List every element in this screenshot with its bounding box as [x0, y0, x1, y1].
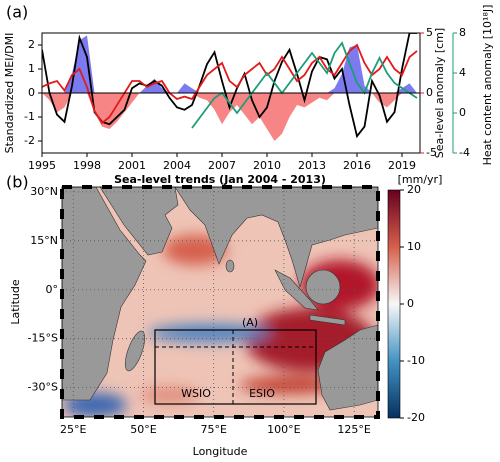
y-tick-label: -15°S	[28, 332, 58, 345]
y3-tick-label: 8	[459, 26, 466, 39]
plot-area	[42, 33, 418, 141]
x-tick-label: 2019	[388, 159, 416, 172]
x-tick-label: 100°E	[267, 423, 300, 436]
colorbar-tick-label: -20	[407, 411, 425, 424]
colorbar-label: [mm/yr]	[398, 173, 443, 186]
map-border	[61, 186, 379, 418]
land	[62, 187, 378, 411]
region-box	[154, 329, 317, 405]
x-tick-label: 50°E	[130, 423, 156, 436]
y3-tick-label: -4	[459, 146, 470, 159]
x-tick-label: 2007	[208, 159, 236, 172]
y2-tick-label: 0	[426, 86, 433, 99]
x-tick-label: 2010	[253, 159, 281, 172]
panel-label: (b)	[6, 173, 29, 192]
y-tick-label: 15°N	[30, 234, 58, 247]
x-tick-label: 2004	[163, 159, 191, 172]
y-tick-label: 2	[28, 38, 35, 51]
line	[42, 33, 417, 139]
y-tick-label: 30°N	[30, 185, 58, 198]
y-tick-label: 0°	[46, 283, 59, 296]
annotation: (A)	[242, 316, 258, 329]
annotation: ESIO	[249, 387, 275, 400]
y-axis-label: Latitude	[9, 279, 22, 325]
y-tick-label: -30°S	[28, 381, 58, 394]
colorbar-tick-label: 20	[407, 183, 421, 196]
panel-label: (a)	[6, 3, 28, 22]
y-tick-label: -1	[24, 110, 35, 123]
x-tick-label: 2001	[118, 159, 146, 172]
map-field	[62, 187, 378, 417]
x-tick-label: 125°E	[337, 423, 370, 436]
y-tick-label: 0	[28, 86, 35, 99]
colorbar-tick-label: 0	[407, 297, 414, 310]
area	[42, 35, 417, 93]
x-tick-label: 1998	[73, 159, 101, 172]
y3-tick-label: 4	[459, 66, 466, 79]
x-tick-label: 75°E	[200, 423, 226, 436]
y-tick-label: 1	[28, 62, 35, 75]
panel-b: (A) WSIO ESIO Sea-level trends (Jan 2004…	[9, 173, 442, 458]
colorbar-tick-label: -10	[407, 354, 425, 367]
x-tick-label: 25°E	[60, 423, 86, 436]
y-axis-label: Standardized MEI/DMI	[3, 33, 16, 154]
y3-axis-label: Heat content anomaly [10¹⁸J]	[481, 5, 494, 166]
line	[191, 41, 418, 129]
x-tick-label: 2013	[298, 159, 326, 172]
y2-tick-label: 5	[426, 26, 433, 39]
x-axis-label: Longitude	[193, 445, 248, 458]
colorbar	[387, 189, 401, 419]
line	[42, 43, 418, 125]
panel-a: 1995 1998 2001 2004 2007 2010 2013 2016 2019-2-1…	[3, 5, 494, 172]
y3-tick-label: 0	[459, 106, 466, 119]
colorbar-tick-label: 10	[407, 240, 421, 253]
annotation: WSIO	[181, 387, 211, 400]
y2-tick-label: -5	[426, 146, 437, 159]
x-tick-label: 1995	[28, 159, 56, 172]
map-title: Sea-level trends (Jan 2004 - 2013)	[114, 173, 326, 186]
x-tick-label: 2016	[343, 159, 371, 172]
y-tick-label: -2	[24, 134, 35, 147]
y2-axis-label: Sea-level anomaly [cm]	[433, 28, 446, 158]
